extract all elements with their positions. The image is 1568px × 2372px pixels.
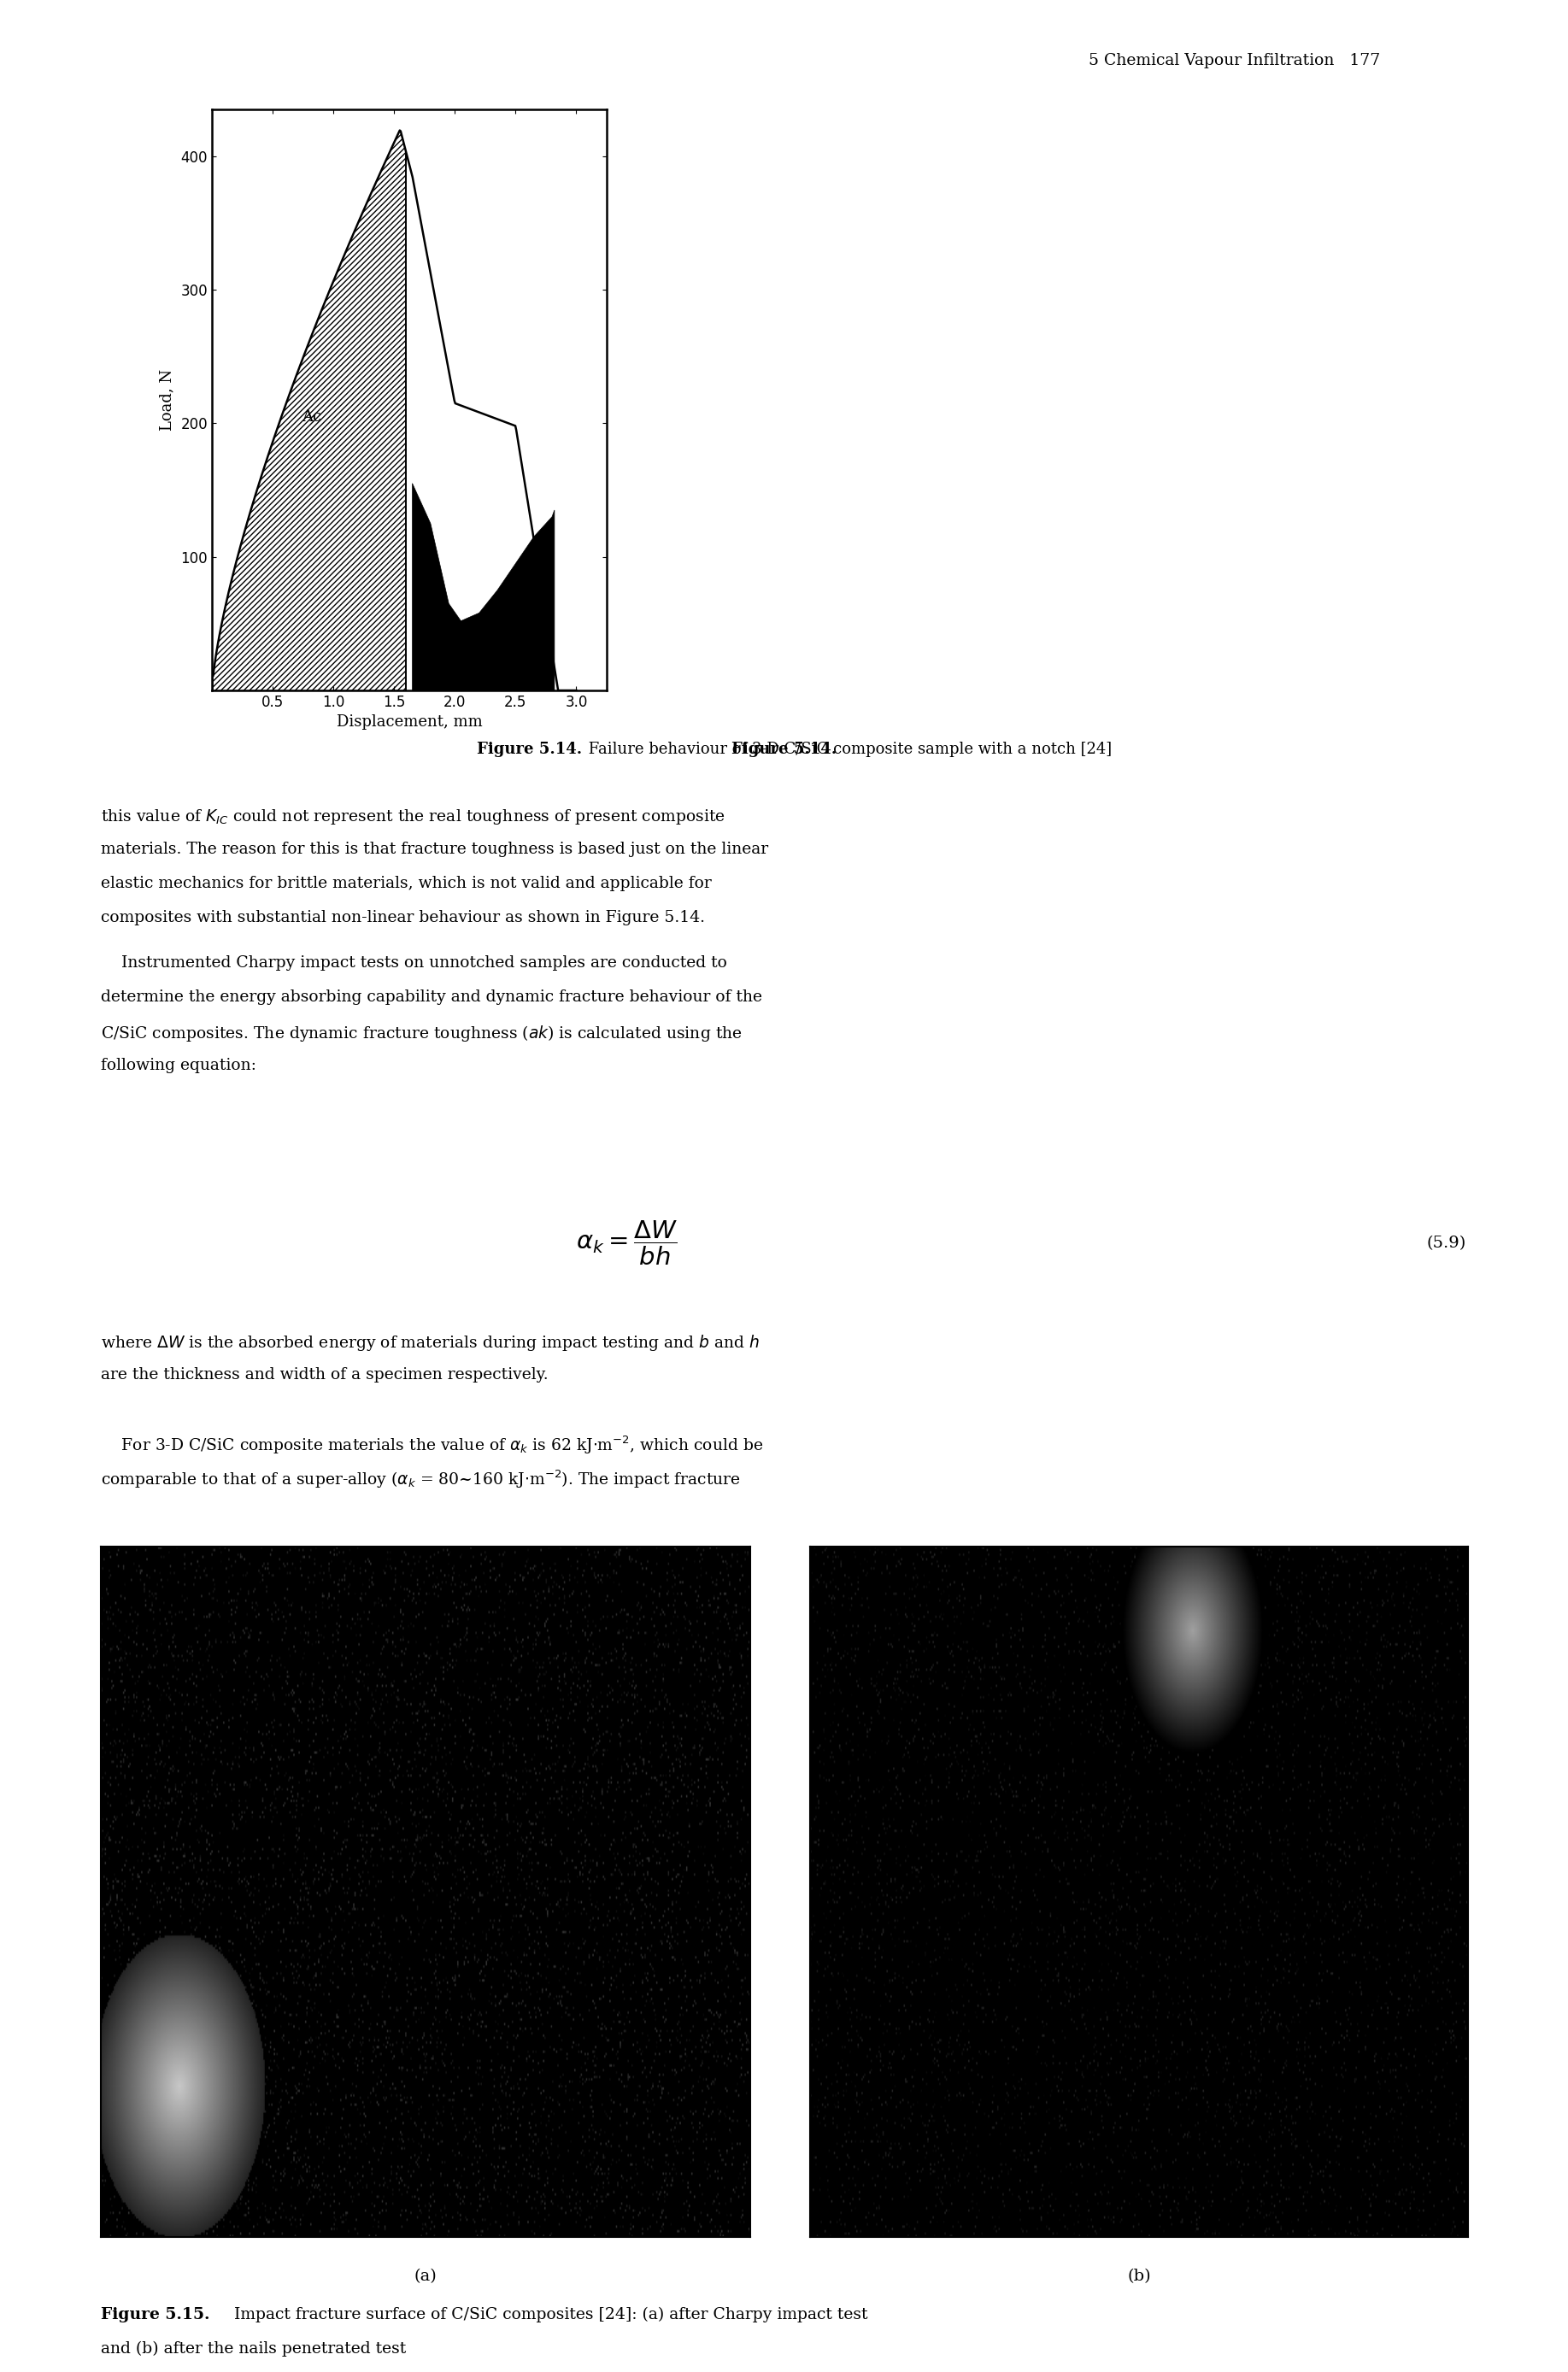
Text: Failure behaviour of 3-D C/SiC composite sample with a notch [24]: Failure behaviour of 3-D C/SiC composite… — [583, 742, 1112, 757]
Text: Figure 5.15.: Figure 5.15. — [100, 2308, 210, 2322]
Text: Impact fracture surface of C/SiC composites [24]: (a) after Charpy impact test: Impact fracture surface of C/SiC composi… — [229, 2308, 869, 2322]
Text: determine the energy absorbing capability and dynamic fracture behaviour of the: determine the energy absorbing capabilit… — [100, 989, 762, 1006]
Y-axis label: Load, N: Load, N — [160, 370, 174, 432]
Text: are the thickness and width of a specimen respectively.: are the thickness and width of a specime… — [100, 1366, 549, 1383]
Text: For 3-D C/SiC composite materials the value of $\alpha_k$ is 62 kJ$\cdot$m$^{-2}: For 3-D C/SiC composite materials the va… — [100, 1433, 764, 1456]
Text: (5.9): (5.9) — [1427, 1236, 1466, 1250]
Text: materials. The reason for this is that fracture toughness is based just on the l: materials. The reason for this is that f… — [100, 842, 768, 856]
Text: Figure 5.14.: Figure 5.14. — [477, 742, 582, 757]
X-axis label: Displacement, mm: Displacement, mm — [337, 714, 483, 731]
Text: Ac: Ac — [301, 408, 321, 425]
Text: elastic mechanics for brittle materials, which is not valid and applicable for: elastic mechanics for brittle materials,… — [100, 875, 712, 892]
Text: comparable to that of a super-alloy ($\alpha_k$ = 80~160 kJ$\cdot$m$^{-2}$). The: comparable to that of a super-alloy ($\a… — [100, 1468, 740, 1490]
Text: (a): (a) — [414, 2268, 437, 2284]
Text: C/SiC composites. The dynamic fracture toughness ($ak$) is calculated using the: C/SiC composites. The dynamic fracture t… — [100, 1025, 742, 1044]
Polygon shape — [412, 484, 555, 690]
Text: (b): (b) — [1127, 2268, 1151, 2284]
Text: Figure 5.14.: Figure 5.14. — [731, 742, 837, 757]
Text: $\alpha_k = \dfrac{\Delta W}{bh}$: $\alpha_k = \dfrac{\Delta W}{bh}$ — [577, 1219, 677, 1267]
Text: where $\Delta W$ is the absorbed energy of materials during impact testing and $: where $\Delta W$ is the absorbed energy … — [100, 1333, 759, 1352]
Text: Instrumented Charpy impact tests on unnotched samples are conducted to: Instrumented Charpy impact tests on unno… — [100, 956, 728, 970]
Text: 5 Chemical Vapour Infiltration   177: 5 Chemical Vapour Infiltration 177 — [1088, 52, 1380, 69]
Text: this value of $K_{IC}$ could not represent the real toughness of present composi: this value of $K_{IC}$ could not represe… — [100, 806, 726, 825]
Text: following equation:: following equation: — [100, 1058, 256, 1072]
Text: and (b) after the nails penetrated test: and (b) after the nails penetrated test — [100, 2341, 406, 2358]
Text: composites with substantial non-linear behaviour as shown in Figure 5.14.: composites with substantial non-linear b… — [100, 911, 706, 925]
